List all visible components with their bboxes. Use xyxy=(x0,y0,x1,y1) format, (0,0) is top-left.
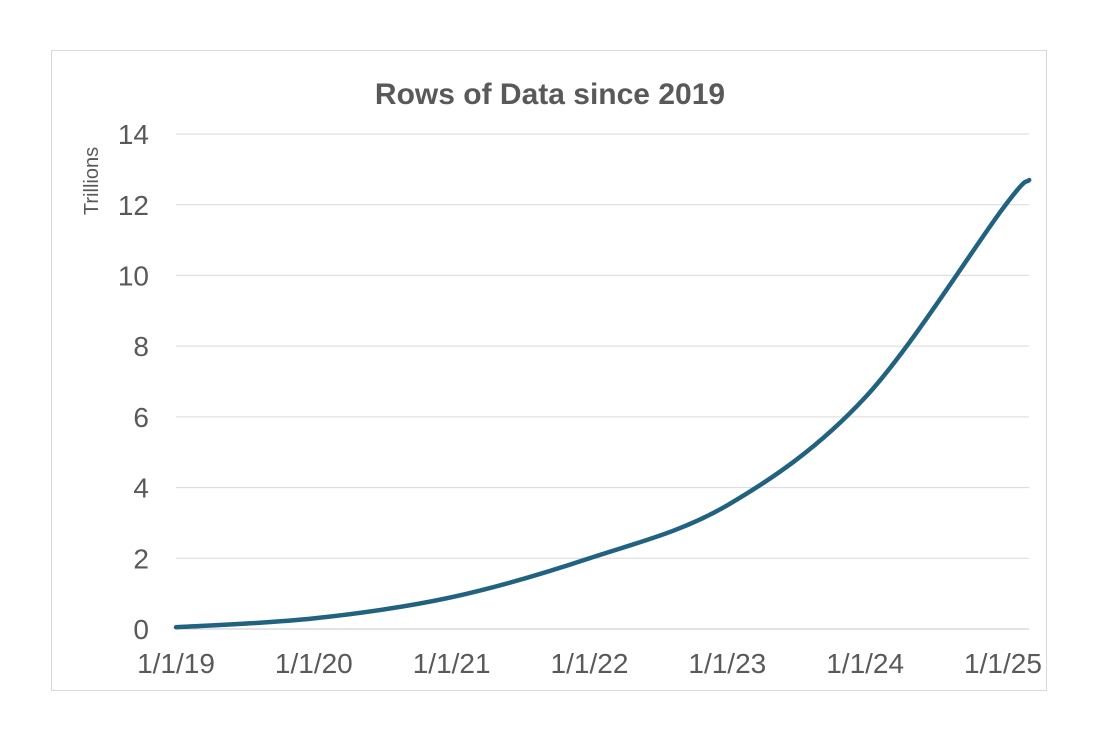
y-tick-label: 14 xyxy=(118,119,149,150)
chart-title: Rows of Data since 2019 xyxy=(375,78,725,111)
y-tick-label: 8 xyxy=(133,331,149,362)
y-axis-unit-label: Trillions xyxy=(81,147,103,215)
x-tick-label: 1/1/23 xyxy=(688,648,766,679)
y-tick-label: 2 xyxy=(133,543,149,574)
x-tick-label: 1/1/21 xyxy=(413,648,491,679)
data-series-line xyxy=(173,177,1032,630)
y-tick-label: 10 xyxy=(118,261,149,292)
y-axis-tick-labels: 0 2 4 6 8 10 12 14 xyxy=(118,119,149,645)
y-tick-label: 6 xyxy=(133,402,149,433)
chart-frame: 0 2 4 6 8 10 12 14 1/1/19 1/1/20 1/1/21 1/1/22 1/1/… xyxy=(51,50,1047,691)
y-tick-label: 12 xyxy=(118,190,149,221)
x-tick-label: 1/1/20 xyxy=(275,648,353,679)
x-tick-label: 1/1/25 xyxy=(964,648,1042,679)
x-tick-label: 1/1/24 xyxy=(826,648,904,679)
y-tick-label: 4 xyxy=(133,473,149,504)
x-axis-tick-labels: 1/1/19 1/1/20 1/1/21 1/1/22 1/1/23 1/1/24 1/1/… xyxy=(137,648,1042,679)
x-tick-label: 1/1/19 xyxy=(137,648,215,679)
x-tick-label: 1/1/22 xyxy=(551,648,629,679)
y-tick-label: 0 xyxy=(133,614,149,645)
gridlines xyxy=(176,133,1029,630)
